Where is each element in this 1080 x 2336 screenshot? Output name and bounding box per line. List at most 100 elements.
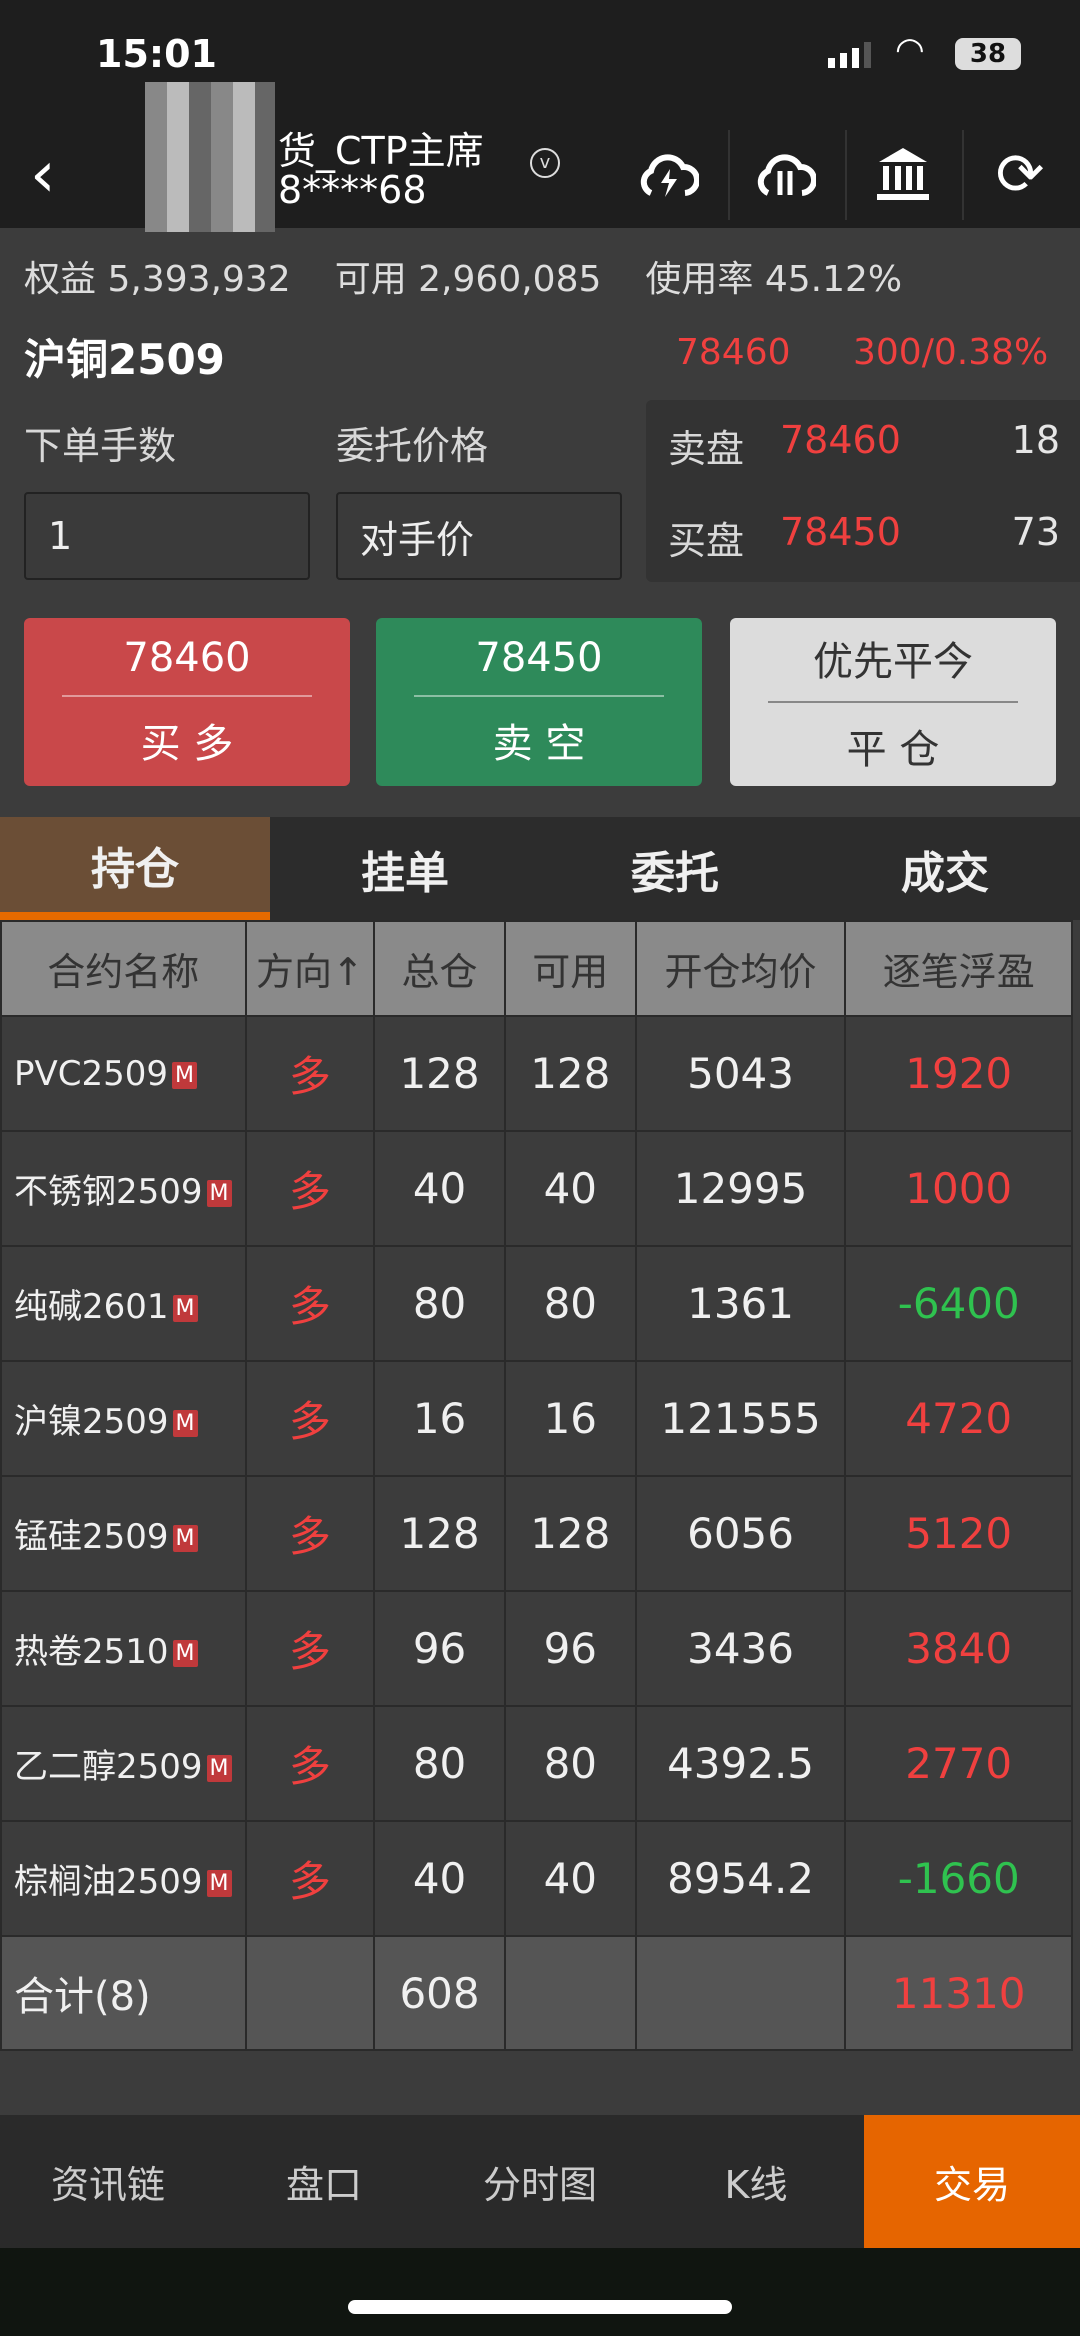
contract-cell: 乙二醇2509 M — [0, 1705, 247, 1822]
contract-name[interactable]: 沪铜2509 — [24, 335, 225, 384]
sell-short-button[interactable]: 78450 卖 空 — [376, 618, 702, 786]
direction-cell: 多 — [244, 1245, 376, 1362]
pnl-cell: 5120 — [844, 1475, 1073, 1592]
pnl-cell: 3840 — [844, 1590, 1073, 1707]
contract-name: 沪镍2509 — [14, 1402, 169, 1442]
main-contract-badge: M — [172, 1295, 198, 1322]
refresh-icon[interactable]: ⟳ — [995, 140, 1045, 208]
buy-price: 78460 — [123, 635, 251, 681]
contract-cell: 棕榈油2509 M — [0, 1820, 247, 1937]
avatar-blurred — [145, 82, 275, 232]
table-row[interactable]: 沪镍2509 M 多 16 16 121555 4720 — [0, 1360, 1073, 1477]
total-qty: 608 — [373, 1935, 506, 2051]
close-label: 平 仓 — [846, 727, 940, 773]
col-avg-price[interactable]: 开仓均价 — [634, 920, 847, 1017]
contract-cell: 不锈钢2509 M — [0, 1130, 247, 1247]
close-position-button[interactable]: 优先平今平 仓 — [730, 618, 1056, 786]
contract-cell: 锰硅2509 M — [0, 1475, 247, 1592]
available-cell: 80 — [503, 1245, 637, 1362]
account-name[interactable]: 货_CTP主席 — [278, 129, 484, 173]
total-pnl: 11310 — [844, 1935, 1073, 2051]
pnl-cell: 1920 — [844, 1015, 1073, 1132]
price-input[interactable]: 对手价 — [336, 492, 622, 580]
col-direction[interactable]: 方向↑ — [244, 920, 376, 1017]
col-available[interactable]: 可用 — [503, 920, 637, 1017]
table-row[interactable]: 纯碱2601 M 多 80 80 1361 -6400 — [0, 1245, 1073, 1362]
buy-long-button[interactable]: 78460 买 多 — [24, 618, 350, 786]
contract-cell: 热卷2510 M — [0, 1590, 247, 1707]
bank-icon[interactable] — [863, 134, 943, 214]
bid-price[interactable]: 78450 — [780, 510, 901, 554]
home-indicator[interactable] — [348, 2300, 732, 2314]
col-float-pnl[interactable]: 逐笔浮盈 — [844, 920, 1073, 1017]
available-value: 2,960,085 — [418, 259, 602, 300]
contract-cell: PVC2509 M — [0, 1015, 247, 1132]
account-id: 8****68 — [278, 168, 427, 212]
nav-news[interactable]: 资讯链 — [50, 2163, 165, 2207]
avg-price-cell: 12995 — [634, 1130, 847, 1247]
chevron-down-icon[interactable]: v — [530, 148, 560, 178]
total-cell: 96 — [373, 1590, 506, 1707]
table-row[interactable]: 乙二醇2509 M 多 80 80 4392.5 2770 — [0, 1705, 1073, 1822]
available-cell: 40 — [503, 1820, 637, 1937]
cloud-lightning-icon[interactable] — [628, 134, 708, 214]
back-icon[interactable]: ‹ — [30, 138, 56, 212]
nav-kline[interactable]: K线 — [724, 2163, 788, 2207]
pnl-cell: 1000 — [844, 1130, 1073, 1247]
total-cell: 80 — [373, 1245, 506, 1362]
empty-cell — [503, 1935, 637, 2051]
empty-cell — [634, 1935, 847, 2051]
tab-trades[interactable]: 成交 — [901, 847, 989, 899]
wifi-icon: ◠ — [895, 30, 925, 70]
ask-price[interactable]: 78460 — [780, 418, 901, 462]
direction-cell: 多 — [244, 1705, 376, 1822]
available-cell: 16 — [503, 1360, 637, 1477]
contract-cell: 纯碱2601 M — [0, 1245, 247, 1362]
qty-input[interactable]: 1 — [24, 492, 310, 580]
table-row[interactable]: 棕榈油2509 M 多 40 40 8954.2 -1660 — [0, 1820, 1073, 1937]
header: ‹ 货_CTP主席 8****68 v ⟳ — [0, 82, 1080, 232]
usage-value: 45.12% — [764, 259, 903, 300]
direction-cell: 多 — [244, 1015, 376, 1132]
total-cell: 40 — [373, 1130, 506, 1247]
avg-price-cell: 4392.5 — [634, 1705, 847, 1822]
total-cell: 128 — [373, 1015, 506, 1132]
equity-label: 权益 — [24, 259, 97, 300]
avg-price-cell: 121555 — [634, 1360, 847, 1477]
tab-pending[interactable]: 挂单 — [361, 847, 449, 899]
total-cell: 128 — [373, 1475, 506, 1592]
main-contract-badge: M — [206, 1755, 232, 1782]
direction-cell: 多 — [244, 1590, 376, 1707]
tab-positions[interactable]: 持仓 — [0, 817, 270, 920]
table-row[interactable]: 锰硅2509 M 多 128 128 6056 5120 — [0, 1475, 1073, 1592]
ask-label: 卖盘 — [668, 427, 745, 471]
buy-label: 买 多 — [140, 721, 234, 767]
home-area — [0, 2248, 1080, 2336]
main-contract-badge: M — [206, 1870, 232, 1897]
sell-price: 78450 — [475, 635, 603, 681]
col-contract[interactable]: 合约名称 — [0, 920, 247, 1017]
nav-intraday[interactable]: 分时图 — [482, 2163, 597, 2207]
contract-name: 乙二醇2509 — [14, 1747, 203, 1787]
tab-orders[interactable]: 委托 — [631, 847, 719, 899]
table-row[interactable]: 不锈钢2509 M 多 40 40 12995 1000 — [0, 1130, 1073, 1247]
table-row[interactable]: 热卷2510 M 多 96 96 3436 3840 — [0, 1590, 1073, 1707]
contract-price: 78460 — [676, 332, 791, 373]
empty-cell — [244, 1935, 376, 2051]
col-total[interactable]: 总仓 — [373, 920, 506, 1017]
contract-name: 棕榈油2509 — [14, 1862, 203, 1902]
contract-cell: 沪镍2509 M — [0, 1360, 247, 1477]
main-contract-badge: M — [172, 1061, 198, 1089]
cloud-transfer-icon[interactable] — [745, 134, 825, 214]
pnl-cell: -1660 — [844, 1820, 1073, 1937]
total-cell: 80 — [373, 1705, 506, 1822]
nav-trade[interactable]: 交易 — [864, 2115, 1080, 2248]
direction-cell: 多 — [244, 1820, 376, 1937]
pnl-cell: 2770 — [844, 1705, 1073, 1822]
nav-depth[interactable]: 盘口 — [285, 2163, 362, 2207]
avg-price-cell: 8954.2 — [634, 1820, 847, 1937]
contract-name: 不锈钢2509 — [14, 1172, 203, 1212]
battery-icon: 38 — [955, 38, 1021, 70]
table-row[interactable]: PVC2509 M 多 128 128 5043 1920 — [0, 1015, 1073, 1132]
available-cell: 128 — [503, 1475, 637, 1592]
